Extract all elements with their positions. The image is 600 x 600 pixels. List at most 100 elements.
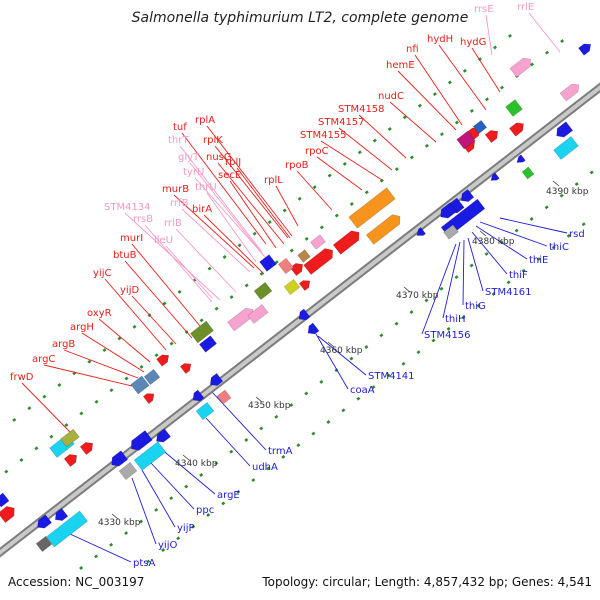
gene-box-bottom <box>156 428 171 443</box>
orf-dot <box>500 85 504 90</box>
orf-dot <box>485 97 489 102</box>
orf-dot <box>207 266 212 271</box>
gene-box-bottom-shape <box>118 462 138 480</box>
orf-dot <box>139 364 144 369</box>
leader-ptsA <box>69 533 132 563</box>
leader-nudC <box>389 101 437 143</box>
gene-box-bottom <box>192 389 205 402</box>
gene-label-argE: argE <box>217 490 240 501</box>
gene-box-top <box>156 354 170 367</box>
gene-box-top-shape <box>332 230 360 255</box>
gene-box-top-shape <box>505 99 523 117</box>
gene-box-top-shape <box>130 375 150 395</box>
tick-mark <box>552 180 560 187</box>
gene-label-birA: birA <box>192 204 212 215</box>
orf-dot <box>304 236 309 241</box>
gene-box-bottom <box>307 322 320 335</box>
leader-rplJ <box>236 167 291 239</box>
gene-label-secE: secE <box>218 170 241 181</box>
gene-label-rplK: rplK <box>203 135 223 146</box>
leader-trmA <box>211 391 267 451</box>
gene-label-rplL: rplL <box>264 175 283 186</box>
orf-dot <box>244 438 249 442</box>
orf-dot <box>304 391 309 396</box>
gene-label-nudC: nudC <box>378 91 404 102</box>
gene-box-top <box>310 234 326 250</box>
orf-dot <box>319 225 324 230</box>
orf-dot <box>417 103 422 108</box>
gene-box-top <box>298 280 311 291</box>
gene-label-thiG: thiG <box>465 301 486 312</box>
leader-ppc <box>149 461 195 510</box>
gene-box-top <box>0 492 10 508</box>
orf-dot <box>184 484 189 489</box>
orf-dot <box>461 315 466 320</box>
gene-label-hemE: hemE <box>386 60 415 71</box>
gene-box-bottom <box>209 373 224 386</box>
orf-dot <box>154 353 159 358</box>
tick-label: 4380 kbp <box>472 237 515 247</box>
gene-box-top-shape <box>143 369 161 385</box>
gene-box-top <box>190 320 214 344</box>
orf-dot <box>356 396 361 401</box>
map-title: Salmonella typhimurium LT2, complete gen… <box>132 10 469 26</box>
gene-box-bottom <box>195 402 215 420</box>
orf-dot <box>27 406 32 411</box>
gene-box-bottom <box>37 514 52 529</box>
orf-dot <box>349 356 354 361</box>
gene-box-top <box>179 363 192 374</box>
leader-tuf <box>181 132 267 245</box>
gene-label-thiC: thiC <box>549 242 569 253</box>
gene-box-top-shape <box>578 43 592 56</box>
gene-box-bottom <box>521 166 535 180</box>
leader-yijO <box>131 477 157 545</box>
leader-rrfB <box>181 208 251 273</box>
orf-dot <box>574 182 579 187</box>
leader-rplA <box>206 125 293 237</box>
gene-box-bottom-shape <box>416 227 426 236</box>
leader-STM4157 <box>338 127 393 171</box>
leader-frwD <box>21 382 71 433</box>
gene-label-rrlE: rrlE <box>517 2 534 13</box>
orf-dot <box>334 213 339 218</box>
gene-box-top-shape <box>484 130 499 143</box>
tick-mark <box>327 341 335 348</box>
gene-box-bottom <box>46 510 88 548</box>
leader-STM4155 <box>320 140 383 181</box>
gene-box-top <box>60 428 80 448</box>
gene-label-thiE: thiE <box>529 255 548 266</box>
leader-rpoC <box>316 156 363 191</box>
gene-box-top-shape <box>559 83 580 102</box>
orf-dot <box>566 233 571 238</box>
orf-dot <box>476 303 481 308</box>
gene-box-top <box>484 130 499 143</box>
gene-box-top <box>247 304 269 324</box>
orf-dot <box>79 411 84 416</box>
gene-box-bottom-shape <box>556 121 574 138</box>
gene-box-top-shape <box>259 254 277 272</box>
leader-yijC <box>104 278 167 351</box>
position-ticks: 4330 kbp 4340 kbp 4350 kbp 4360 kbp 4370 kbp… <box>98 180 589 528</box>
orf-dot <box>432 92 437 97</box>
orf-dot <box>469 108 474 113</box>
orf-dot <box>454 120 459 125</box>
gene-box-top <box>79 442 94 455</box>
gene-label-nfi: nfi <box>406 44 419 55</box>
gene-label-thiF: thiF <box>509 270 528 281</box>
orf-dot <box>222 255 227 259</box>
gene-box-top <box>63 454 78 467</box>
leader-rplL <box>275 185 299 227</box>
gene-box-bottom-shape <box>195 402 215 420</box>
orf-dot <box>94 554 99 559</box>
orf-dot <box>559 193 564 198</box>
gene-box-bottom <box>298 308 311 321</box>
orf-dot <box>327 173 332 178</box>
gene-label-murI: murI <box>120 233 143 244</box>
orf-dot <box>447 80 452 85</box>
leader-argE <box>159 447 216 495</box>
gene-box-bottom-shape <box>209 373 224 386</box>
orf-dots <box>4 33 594 570</box>
leader-thiF <box>471 231 508 275</box>
gene-box-bottom <box>460 189 475 202</box>
gene-label-argH: argH <box>70 322 94 333</box>
